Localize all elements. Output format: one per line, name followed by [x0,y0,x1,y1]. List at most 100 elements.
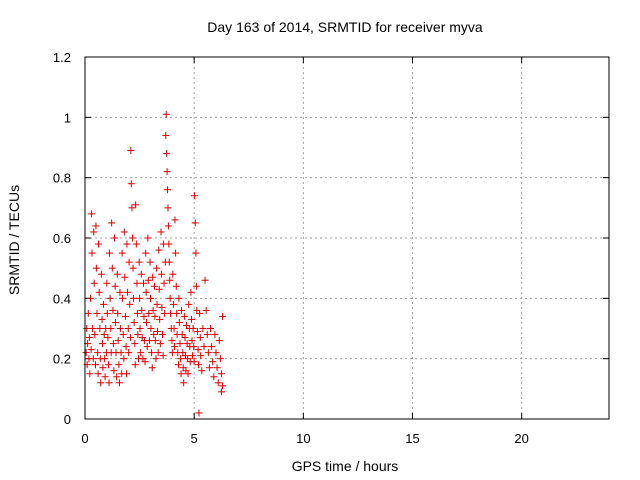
data-point [170,325,178,332]
data-point [147,294,154,302]
data-point [219,312,227,320]
y-tick-label: 0 [64,412,71,427]
data-point [208,343,216,351]
data-point [178,331,186,339]
x-tick-label: 0 [81,431,88,446]
data-point [108,219,116,227]
data-point [142,249,150,257]
data-point [137,270,145,278]
data-point [115,379,123,387]
data-point [125,349,133,357]
x-tick-label: 15 [405,431,419,446]
data-point [178,306,186,314]
data-point [196,334,204,342]
data-point [143,343,151,351]
data-point [89,355,97,363]
data-point [130,318,138,326]
data-point [123,240,131,248]
data-point [129,234,137,242]
chart-title: Day 163 of 2014, SRMTID for receiver myv… [207,19,483,35]
data-point [168,337,176,345]
data-point [98,315,106,323]
data-point [153,300,161,308]
y-tick-label: 0.8 [53,171,71,186]
data-point [121,312,129,320]
data-point [146,258,154,266]
data-point [140,279,148,287]
data-point [136,294,144,302]
data-point [142,288,150,296]
data-point [177,355,185,363]
data-point [137,349,145,357]
data-point [109,340,117,348]
data-point [191,219,199,227]
data-point [86,294,94,302]
data-point [96,325,104,332]
data-point [183,321,191,329]
data-point [201,276,209,284]
data-point [148,364,156,372]
y-axis-label: SRMTID / TECUs [6,185,22,295]
data-point [191,192,199,200]
y-tick-label: 1.2 [53,50,71,65]
data-point [155,246,163,254]
data-point [148,349,156,357]
data-point [122,370,130,378]
data-point [131,361,139,369]
data-point [124,288,132,296]
data-point [105,361,113,369]
data-point [165,258,173,266]
data-point [169,270,177,278]
data-point [94,349,102,357]
data-point [134,331,142,339]
data-point [185,300,193,308]
data-point [212,349,220,357]
data-point [175,318,183,326]
data-point [193,328,201,336]
data-point [156,340,164,348]
data-point [154,349,162,357]
data-point [153,328,161,336]
data-point [114,337,122,345]
data-point [129,294,137,302]
data-point [114,309,122,317]
data-point [105,379,113,387]
data-point [192,249,200,257]
data-point [87,346,95,354]
data-point [105,249,113,257]
y-tick-label: 0.6 [53,231,71,246]
data-point [106,294,114,302]
data-point [195,361,203,369]
data-point [120,228,128,236]
data-point [150,331,158,339]
data-point [100,331,108,339]
x-tick-label: 5 [191,431,198,446]
data-point [85,334,93,342]
data-point [91,361,99,369]
data-point [131,340,139,348]
data-point [109,306,117,314]
data-point [169,300,177,308]
data-point [108,264,116,272]
data-point [196,309,204,317]
data-point [188,337,196,345]
data-point [174,361,182,369]
data-point [180,312,188,320]
data-point [122,343,130,351]
data-point [171,216,179,224]
data-point [135,258,143,266]
y-tick-label: 0.4 [53,291,71,306]
data-point [138,306,146,314]
y-axis-tick-labels: 0 0.2 0.4 0.6 0.8 1 1.2 [53,50,71,427]
data-point [110,234,118,242]
data-point [120,355,128,363]
data-point [94,370,102,378]
y-tick-label: 1 [64,110,71,125]
data-point [104,334,112,342]
data-point [95,240,103,248]
data-point [119,331,127,339]
data-point [188,315,196,323]
data-point [103,309,111,317]
data-point [133,279,141,287]
